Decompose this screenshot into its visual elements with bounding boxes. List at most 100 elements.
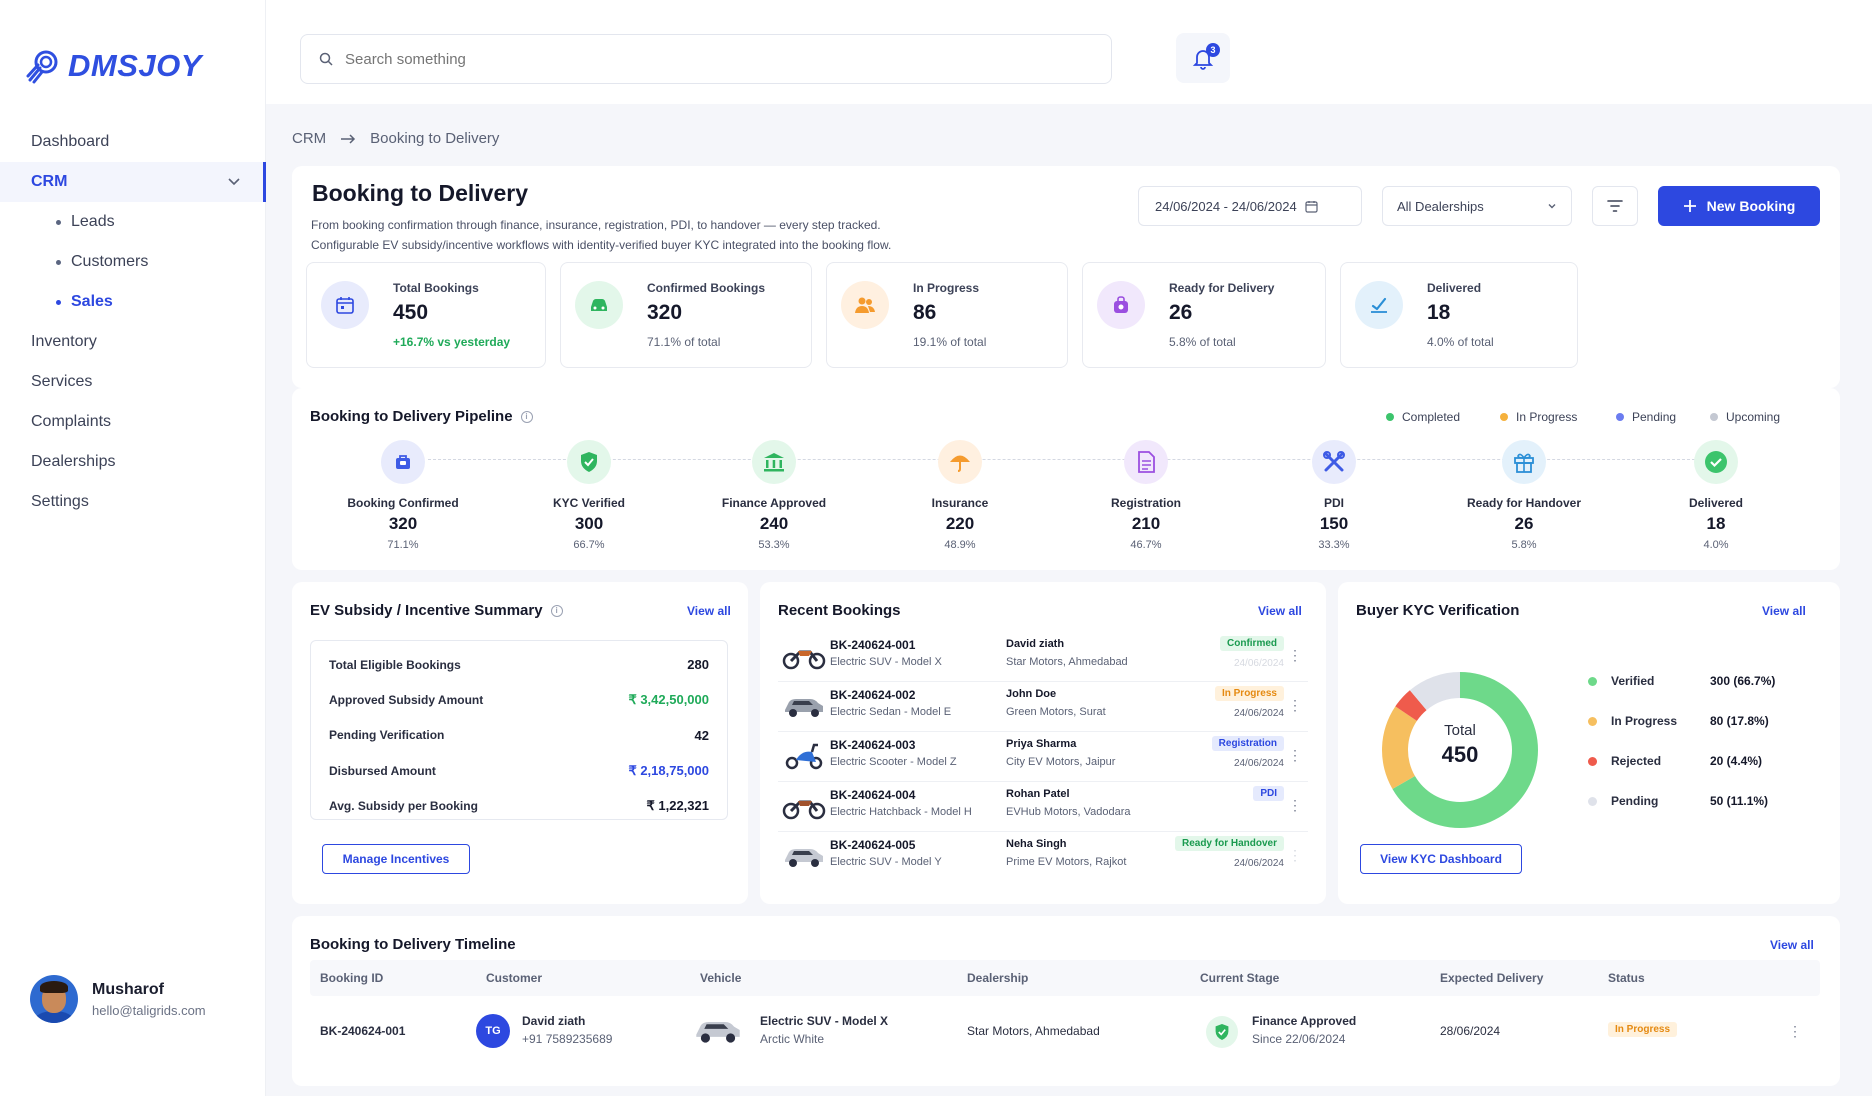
donut-slice-pending[interactable] (1409, 672, 1460, 711)
step-name: Booking Confirmed (347, 496, 459, 510)
car-icon (575, 281, 623, 329)
search-box[interactable] (300, 34, 1112, 84)
user-profile[interactable]: Musharof hello@taligrids.com (30, 975, 206, 1023)
filter-button[interactable] (1592, 186, 1638, 226)
pipeline-step-kyc-verified[interactable]: KYC Verified 300 66.7% (509, 440, 669, 551)
motorbike-icon (782, 800, 826, 820)
step-percent: 53.3% (758, 539, 790, 551)
info-icon[interactable]: i (550, 604, 563, 617)
pipeline-step-finance-approved[interactable]: Finance Approved 240 53.3% (694, 440, 854, 551)
stat-card-in-progress[interactable]: In Progress 86 19.1% of total (826, 262, 1068, 368)
kyc-donut-chart (1382, 672, 1538, 828)
view-kyc-dashboard-button[interactable]: View KYC Dashboard (1360, 844, 1522, 874)
stat-card-ready-for-delivery[interactable]: Ready for Delivery 26 5.8% of total (1082, 262, 1326, 368)
more-icon[interactable]: ⋮ (1288, 797, 1302, 813)
dealership-select[interactable]: All Dealerships (1382, 186, 1572, 226)
timeline-view-all-link[interactable]: View all (1770, 938, 1814, 952)
legend-label: In Progress (1516, 410, 1578, 424)
nav-crm[interactable]: CRM (0, 162, 266, 202)
more-icon[interactable]: ⋮ (1288, 747, 1302, 763)
breadcrumb-root[interactable]: CRM (292, 130, 327, 147)
booking-model: Electric Sedan - Model E (830, 706, 952, 718)
nav-sub-label: Leads (71, 213, 115, 230)
pipeline-step-booking-confirmed[interactable]: Booking Confirmed 320 71.1% (323, 440, 483, 551)
motorbike-icon (782, 650, 826, 670)
kyc-title: Buyer KYC Verification (1356, 602, 1520, 619)
recent-view-all-link[interactable]: View all (1258, 604, 1302, 618)
check-edit-icon (1355, 281, 1403, 329)
step-value: 220 (945, 514, 975, 533)
step-value: 320 (388, 514, 418, 533)
pipeline-step-ready-for-handover[interactable]: Ready for Handover 26 5.8% (1444, 440, 1604, 551)
booking-row[interactable]: BK-240624-002 Electric Sedan - Model E J… (778, 682, 1308, 732)
ev-row-value: 42 (694, 727, 709, 743)
ev-view-all-link[interactable]: View all (687, 604, 731, 618)
column-header: Customer (486, 971, 543, 985)
more-icon[interactable]: ⋮ (1788, 1023, 1802, 1039)
legend-dot (1710, 413, 1718, 421)
pipeline-step-delivered[interactable]: Delivered 18 4.0% (1636, 440, 1796, 551)
ev-row-label: Pending Verification (329, 728, 445, 743)
kyc-view-all-link[interactable]: View all (1762, 604, 1806, 618)
table-row[interactable]: BK-240624-001 TG David ziath +91 7589235… (310, 1002, 1820, 1062)
more-icon[interactable]: ⋮ (1288, 847, 1302, 863)
nav-sub-label: Customers (71, 253, 149, 270)
donut-slice-in-progress[interactable] (1382, 706, 1417, 789)
nav-settings[interactable]: Settings (31, 493, 89, 510)
stat-card-confirmed-bookings[interactable]: Confirmed Bookings 320 71.1% of total (560, 262, 812, 368)
ev-row-label: Avg. Subsidy per Booking (329, 799, 478, 814)
timeline-table-header: Booking ID Customer Vehicle Dealership C… (310, 960, 1820, 996)
booking-customer: John Doe (1006, 688, 1057, 700)
recent-bookings-title: Recent Bookings (778, 602, 901, 619)
date-range-picker[interactable]: 24/06/2024 - 24/06/2024 (1138, 186, 1362, 226)
kyc-legend-value: 80 (17.8%) (1710, 714, 1769, 728)
info-icon[interactable]: i (520, 410, 533, 423)
stat-card-delivered[interactable]: Delivered 18 4.0% of total (1340, 262, 1578, 368)
kyc-legend-label: Pending (1611, 794, 1659, 808)
notification-count-badge: 3 (1206, 43, 1220, 57)
booking-row[interactable]: BK-240624-003 Electric Scooter - Model Z… (778, 732, 1308, 782)
legend-label: Pending (1632, 410, 1677, 424)
kyc-legend-label: Rejected (1611, 754, 1662, 768)
booking-date: 24/06/2024 (1233, 858, 1284, 869)
more-icon[interactable]: ⋮ (1288, 647, 1302, 663)
nav-sub-sales[interactable]: Sales (0, 282, 266, 322)
manage-incentives-button[interactable]: Manage Incentives (322, 844, 470, 874)
car-icon (785, 849, 823, 867)
new-booking-button[interactable]: New Booking (1658, 186, 1820, 226)
ev-row: Approved Subsidy Amount ₹ 3,42,50,000 (329, 682, 709, 717)
booking-row[interactable]: BK-240624-004 Electric Hatchback - Model… (778, 782, 1308, 832)
nav-dealerships[interactable]: Dealerships (31, 453, 116, 470)
nav-services[interactable]: Services (31, 373, 93, 390)
page-header-card: Booking to Delivery From booking confirm… (292, 166, 1840, 388)
stat-card-total-bookings[interactable]: Total Bookings 450 +16.7% vs yesterday (306, 262, 546, 368)
status-badge: Registration (1211, 736, 1284, 751)
umbrella-icon (938, 440, 982, 484)
ev-row: Disbursed Amount ₹ 2,18,75,000 (329, 753, 709, 788)
more-icon[interactable]: ⋮ (1288, 697, 1302, 713)
shield-check-icon (1206, 1016, 1238, 1048)
status-badge: In Progress (1214, 686, 1284, 701)
pipeline-step-registration[interactable]: Registration 210 46.7% (1066, 440, 1226, 551)
nav-complaints[interactable]: Complaints (31, 413, 112, 430)
dealership-select-value: All Dealerships (1397, 198, 1484, 214)
stat-label: Confirmed Bookings (647, 281, 766, 295)
nav-sub-customers[interactable]: Customers (0, 242, 266, 282)
cell-expected-delivery: 28/06/2024 (1440, 1024, 1501, 1038)
sidebar: DMSJOY Dashboard CRM Leads Customers Sal… (0, 0, 266, 1096)
nav-dashboard[interactable]: Dashboard (31, 133, 110, 150)
search-input[interactable] (345, 50, 1045, 68)
donut-slice-rejected[interactable] (1395, 690, 1427, 721)
nav-inventory[interactable]: Inventory (31, 333, 97, 350)
pipeline-step-pdi[interactable]: PDI 150 33.3% (1254, 440, 1414, 551)
step-value: 150 (1319, 514, 1349, 533)
donut-slice-verified[interactable] (1392, 672, 1538, 828)
stat-value: 26 (1169, 301, 1193, 324)
nav-sub-leads[interactable]: Leads (0, 202, 266, 242)
booking-row[interactable]: BK-240624-001 Electric SUV - Model X Dav… (778, 632, 1308, 682)
pipeline-step-insurance[interactable]: Insurance 220 48.9% (880, 440, 1040, 551)
brand-logo[interactable]: DMSJOY (24, 46, 202, 86)
stat-value: 320 (647, 301, 683, 324)
booking-row[interactable]: BK-240624-005 Electric SUV - Model Y Neh… (778, 832, 1308, 882)
notifications-button[interactable]: 3 (1176, 33, 1230, 83)
